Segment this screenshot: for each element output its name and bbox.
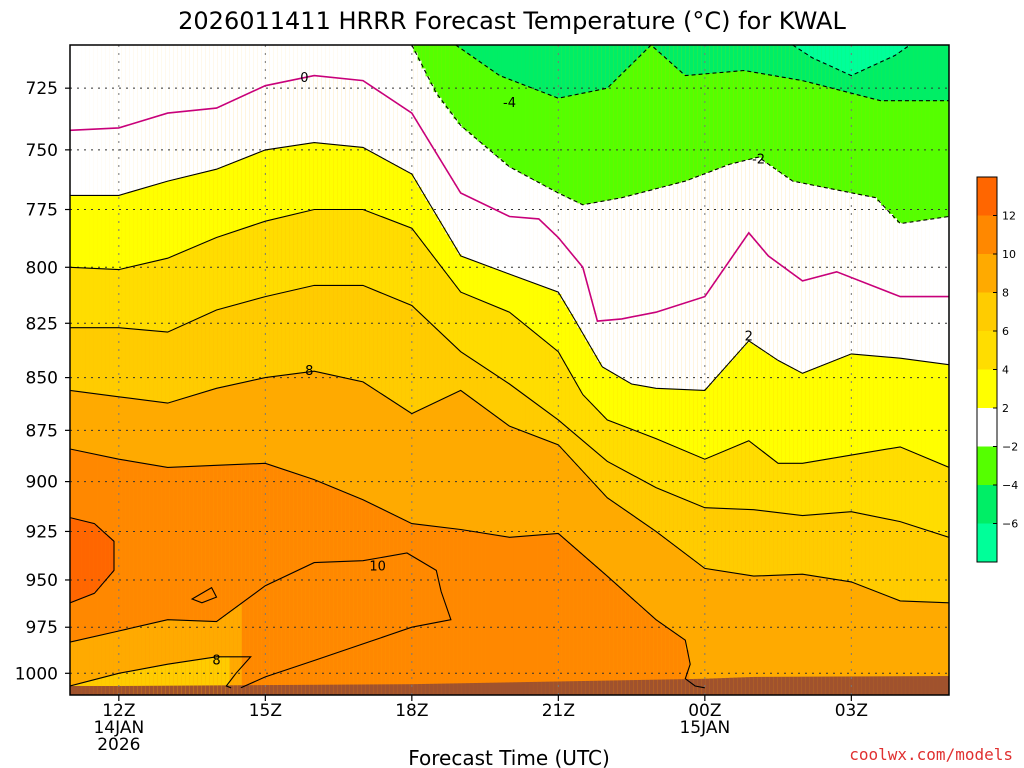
contour-label: 0 (300, 71, 308, 86)
x-tick-label: 15JAN (679, 718, 730, 738)
chart-title: 2026011411 HRRR Forecast Temperature (°C… (178, 7, 846, 35)
contour-label: 10 (369, 560, 386, 575)
y-tick-label: 850 (26, 369, 58, 389)
colorbar-swatch (977, 485, 997, 524)
y-tick-label: 800 (26, 258, 58, 278)
colorbar-swatch (977, 370, 997, 409)
colorbar-label: −6 (1002, 518, 1018, 531)
plot-area (70, 45, 950, 695)
colorbar-label: 2 (1002, 402, 1009, 415)
x-tick-label: 18Z (395, 701, 428, 721)
colorbar-label: 6 (1002, 325, 1009, 338)
contour-label: -2 (752, 153, 765, 168)
contour-label: -4 (503, 96, 516, 111)
x-tick-label: 03Z (835, 701, 868, 721)
y-tick-label: 975 (26, 618, 58, 638)
colorbar-label: 12 (1002, 210, 1016, 223)
y-tick-label: 750 (26, 141, 58, 161)
y-tick-label: 725 (26, 79, 58, 99)
y-tick-label: 950 (26, 571, 58, 591)
y-tick-label: 775 (26, 201, 58, 221)
colorbar-swatch (977, 408, 997, 447)
colorbar-swatch (977, 177, 997, 216)
colorbar-swatch (977, 331, 997, 370)
colorbar-swatch (977, 216, 997, 255)
y-tick-label: 900 (26, 473, 58, 493)
colorbar-label: 4 (1002, 364, 1009, 377)
colorbar-label: 10 (1002, 248, 1016, 261)
colorbar-label: −4 (1002, 479, 1018, 492)
y-tick-label: 825 (26, 314, 58, 334)
y-tick-label: 1000 (15, 664, 58, 684)
x-tick-label: 21Z (542, 701, 575, 721)
colorbar-swatch (977, 293, 997, 332)
x-tick-label: 15Z (249, 701, 282, 721)
contour-label: 2 (745, 329, 753, 344)
colorbar-label: 8 (1002, 287, 1009, 300)
colorbar-label: −2 (1002, 441, 1018, 454)
contour-label: 8 (305, 364, 313, 379)
y-tick-label: 875 (26, 421, 58, 441)
y-axis: 725 750 775 800 825 850 875 900 925 950 975 1000 (15, 79, 70, 684)
credit-text: coolwx.com/models (849, 745, 1013, 764)
colorbar-swatch (977, 447, 997, 486)
x-axis-label: Forecast Time (UTC) (408, 746, 610, 768)
contour-label: 8 (212, 654, 220, 669)
colorbar: 12 10 8 6 4 2 −2 −4 −6 (977, 177, 1018, 563)
colorbar-swatch (977, 524, 997, 563)
y-tick-label: 925 (26, 522, 58, 542)
x-tick-label: 2026 (97, 735, 140, 755)
colorbar-swatch (977, 254, 997, 293)
